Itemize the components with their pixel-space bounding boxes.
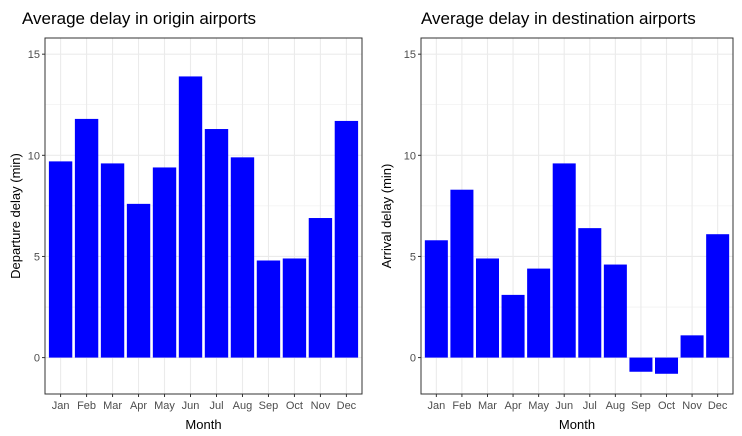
- arrival-bars: [424, 163, 730, 374]
- x-tick-label: Apr: [130, 400, 147, 412]
- x-tick-label: Aug: [233, 400, 253, 412]
- bar-may: [152, 167, 177, 358]
- bar-sep: [629, 357, 653, 372]
- x-tick-label: Mar: [103, 400, 122, 412]
- bar-jan: [48, 161, 73, 358]
- bar-oct: [282, 258, 307, 358]
- x-tick-label: Jul: [209, 400, 223, 412]
- bar-aug: [603, 264, 627, 358]
- y-tick-label: 10: [28, 150, 40, 162]
- arrival-delay-chart: 0 5 10 15 Jan Feb Mar Apr May Jun Jul Aug Sep Oct Nov D…: [379, 9, 734, 432]
- x-tick-label: Apr: [505, 400, 522, 412]
- y-tick-label: 5: [34, 251, 40, 263]
- arrival-y-axis-title: Arrival delay (min): [379, 164, 394, 269]
- departure-y-axis: 0 5 10 15: [28, 49, 45, 365]
- departure-x-axis: Jan Feb Mar Apr May Jun Jul Aug Sep Oct Nov Dec: [52, 394, 357, 412]
- bar-jun: [178, 76, 203, 358]
- x-tick-label: Mar: [478, 400, 497, 412]
- departure-x-axis-title: Month: [185, 417, 221, 432]
- bar-jan: [424, 240, 448, 358]
- y-tick-label: 15: [404, 49, 416, 61]
- bar-aug: [230, 157, 255, 358]
- departure-delay-chart: 0 5 10 15 Jan Feb Mar Apr May Jun Jul Aug Sep Oct Nov D…: [8, 9, 363, 432]
- x-tick-label: Jun: [555, 400, 573, 412]
- bar-may: [527, 268, 551, 358]
- arrival-y-axis: 0 5 10 15: [404, 49, 421, 365]
- bar-feb: [74, 118, 99, 358]
- y-tick-label: 15: [28, 49, 40, 61]
- x-tick-label: Jan: [52, 400, 70, 412]
- x-tick-label: May: [528, 400, 549, 412]
- arrival-panel-border: [420, 37, 734, 395]
- x-tick-label: May: [154, 400, 175, 412]
- x-tick-label: Sep: [631, 400, 651, 412]
- departure-y-axis-title: Departure delay (min): [8, 153, 23, 279]
- bar-mar: [475, 258, 499, 358]
- bar-dec: [334, 120, 359, 358]
- departure-chart-title: Average delay in origin airports: [22, 9, 256, 28]
- bar-apr: [126, 203, 151, 358]
- bar-nov: [308, 218, 333, 358]
- y-tick-label: 0: [34, 353, 40, 365]
- x-tick-label: Nov: [682, 400, 702, 412]
- bar-oct: [655, 357, 679, 374]
- x-tick-label: Aug: [606, 400, 626, 412]
- x-tick-label: Feb: [77, 400, 96, 412]
- departure-panel-border: [44, 37, 363, 395]
- x-tick-label: Jul: [583, 400, 597, 412]
- bar-feb: [450, 189, 474, 358]
- x-tick-label: Feb: [452, 400, 471, 412]
- departure-bars: [48, 76, 359, 358]
- bar-dec: [706, 234, 730, 358]
- arrival-x-axis: Jan Feb Mar Apr May Jun Jul Aug Sep Oct Nov Dec: [427, 394, 728, 412]
- x-tick-label: Jan: [427, 400, 445, 412]
- bar-sep: [256, 260, 281, 358]
- arrival-chart-title: Average delay in destination airports: [421, 9, 696, 28]
- bar-apr: [501, 294, 525, 358]
- x-tick-label: Sep: [259, 400, 279, 412]
- x-tick-label: Jun: [182, 400, 200, 412]
- bar-nov: [680, 335, 704, 358]
- x-tick-label: Nov: [311, 400, 331, 412]
- x-tick-label: Dec: [337, 400, 357, 412]
- y-tick-label: 5: [410, 251, 416, 263]
- x-tick-label: Dec: [708, 400, 728, 412]
- y-tick-label: 0: [410, 353, 416, 365]
- bar-jun: [552, 163, 576, 358]
- x-tick-label: Oct: [286, 400, 303, 412]
- bar-jul: [578, 228, 602, 358]
- bar-mar: [100, 163, 125, 358]
- bar-jul: [204, 129, 229, 358]
- x-tick-label: Oct: [658, 400, 675, 412]
- y-tick-label: 10: [404, 150, 416, 162]
- arrival-x-axis-title: Month: [559, 417, 595, 432]
